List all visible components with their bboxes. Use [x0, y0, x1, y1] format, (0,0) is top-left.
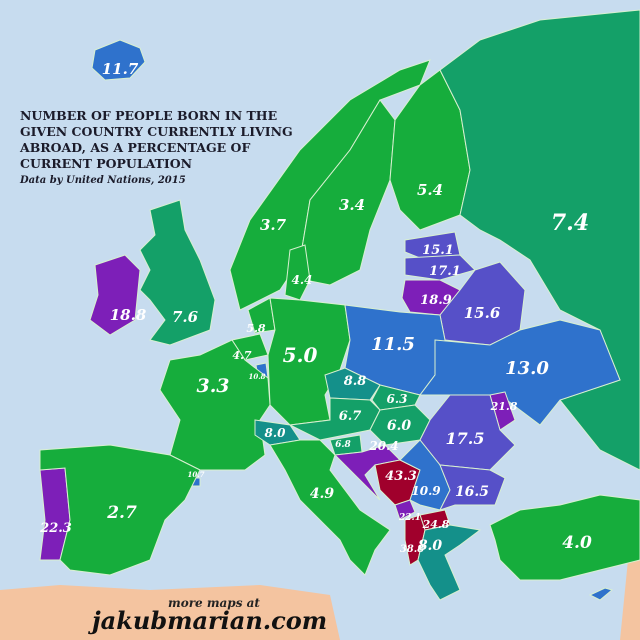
country-latvia: [404, 254, 476, 281]
country-value-ireland: 18.8: [110, 306, 147, 324]
country-value-poland: 11.5: [371, 334, 415, 355]
country-value-croatia: 20.4: [368, 439, 398, 453]
country-value-portugal: 22.3: [39, 521, 72, 536]
country-spain: [39, 444, 201, 576]
country-iceland: [91, 39, 146, 81]
country-value-sweden: 3.4: [339, 196, 365, 214]
country-value-russia: 7.4: [551, 210, 589, 236]
country-value-estonia: 15.1: [422, 243, 454, 258]
country-czechia: [324, 367, 381, 401]
country-value-spain: 2.7: [106, 503, 137, 523]
country-value-turkey: 4.0: [562, 533, 592, 553]
country-greece: [417, 524, 482, 601]
country-turkey: [489, 494, 640, 581]
country-value-andorra: 10.7: [187, 470, 204, 479]
country-value-denmark: 4.4: [292, 273, 313, 287]
footer-more-maps: more maps at: [168, 596, 260, 610]
footer-brand[interactable]: jakubmarian.com: [92, 606, 328, 635]
country-value-serbia: 10.9: [411, 484, 441, 498]
country-france: [159, 339, 271, 471]
map-title: NUMBER OF PEOPLE BORN IN THE GIVEN COUNT…: [20, 108, 293, 171]
country-value-bulgaria: 16.5: [455, 484, 489, 500]
map-subtitle: Data by United Nations, 2015: [20, 175, 186, 186]
country-value-uk: 7.6: [172, 308, 199, 326]
country-value-germany: 5.0: [283, 343, 318, 367]
country-value-iceland: 11.7: [102, 60, 139, 78]
country-value-latvia: 17.1: [429, 264, 461, 279]
africa-land: [0, 585, 340, 640]
country-value-albania: 38.8: [400, 544, 424, 555]
country-austria: [288, 397, 381, 441]
country-value-greece: 8.0: [418, 538, 443, 554]
country-value-montenegro: 22.1: [398, 513, 421, 523]
country-value-belgium: 4.7: [232, 349, 251, 362]
country-cyprus: [588, 587, 614, 601]
country-value-norway: 3.7: [260, 216, 287, 234]
country-value-slovenia: 6.8: [335, 440, 351, 450]
country-value-luxembourg: 10.8: [248, 372, 265, 381]
country-value-romania: 17.5: [446, 429, 485, 448]
country-bulgaria: [439, 464, 506, 511]
country-value-belarus: 15.6: [464, 304, 501, 322]
country-value-hungary: 6.0: [387, 418, 412, 434]
country-value-finland: 5.4: [417, 181, 443, 199]
country-ireland: [89, 254, 141, 336]
country-value-italy: 4.9: [310, 486, 335, 502]
middle-east-land: [620, 555, 640, 640]
country-montenegro: [394, 499, 416, 521]
country-value-lithuania: 18.9: [420, 293, 452, 308]
country-value-switzerland: 8.0: [265, 426, 287, 440]
country-germany: [267, 297, 351, 426]
country-denmark: [284, 244, 311, 301]
country-value-macedonia: 24.8: [422, 518, 450, 531]
country-uk: [139, 199, 216, 346]
country-value-moldova: 21.8: [490, 400, 518, 413]
country-value-czechia: 8.8: [344, 374, 367, 389]
country-value-france: 3.3: [196, 375, 229, 397]
country-value-austria: 6.7: [339, 409, 362, 424]
country-value-slovakia: 6.3: [387, 392, 408, 406]
country-italy: [269, 439, 391, 576]
country-value-bosnia: 43.3: [385, 469, 417, 484]
country-value-netherlands: 5.8: [246, 322, 265, 335]
country-value-ukraine: 13.0: [505, 358, 549, 379]
